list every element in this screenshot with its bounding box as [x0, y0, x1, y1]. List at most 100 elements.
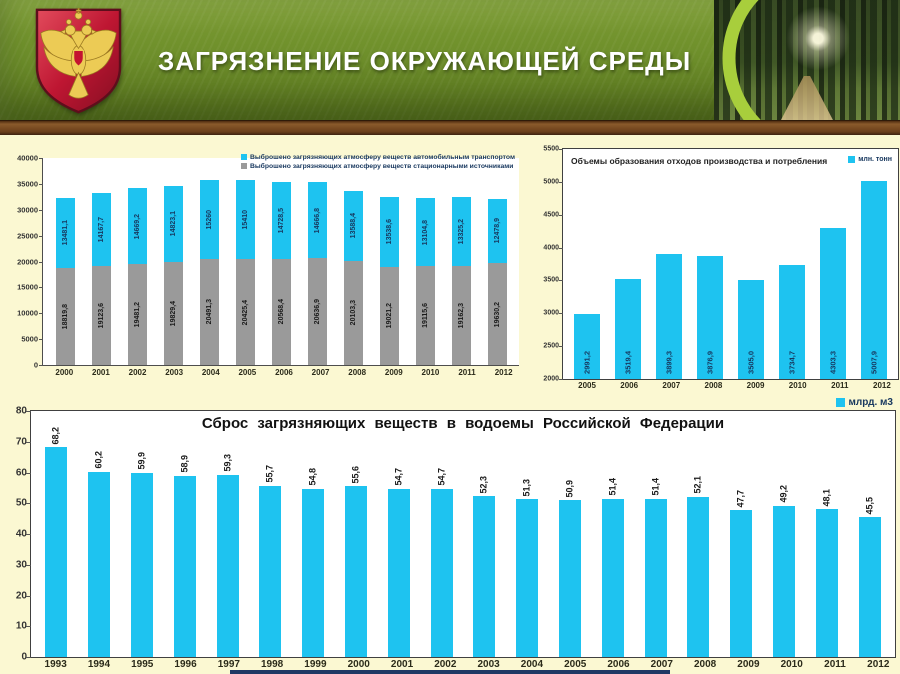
bar-segment: 14823,1: [163, 185, 183, 263]
bar-slot: 3505,0: [731, 149, 772, 379]
bar-segment: 20636,9: [307, 258, 327, 365]
bar-value-label: 48,1: [821, 488, 832, 507]
y-axis-label: 10000: [17, 308, 38, 318]
x-axis-label: 2011: [458, 368, 476, 377]
y-axis-tick: [39, 235, 43, 237]
bar-value-label: 50,9: [564, 479, 575, 498]
x-axis-label: 2010: [788, 381, 807, 390]
stacked-bar: 20103,3 13588,4: [343, 190, 363, 365]
x-axis-label: 2009: [737, 659, 760, 670]
y-axis-label: 80: [15, 405, 27, 417]
bar-segment: 19481,2: [127, 264, 147, 365]
bar-segment: 20491,3: [199, 258, 219, 365]
y-axis-tick: [26, 472, 31, 474]
bar: 55,7: [259, 465, 282, 657]
x-axis-label: 2011: [831, 381, 849, 390]
legend-label: Выброшено загрязняющих атмосферу веществ…: [249, 163, 514, 170]
y-axis-label: 5000: [543, 178, 559, 186]
x-axis-label: 2006: [620, 381, 639, 390]
y-axis-tick: [26, 441, 31, 443]
bar-value-label: 47,7: [735, 489, 746, 508]
bar-slot: 58,9: [163, 411, 206, 657]
x-axis-label: 2008: [704, 381, 723, 390]
bar-value-label: 14728,5: [277, 207, 285, 234]
bar-segment: 15410: [235, 179, 255, 260]
forest-path: [780, 76, 833, 120]
bar-slot: 45,5: [848, 411, 891, 657]
bar-slot: 51,3: [506, 411, 549, 657]
y-axis-tick: [39, 209, 43, 211]
stacked-bar: 19115,6 13104,8: [415, 198, 435, 365]
bar: 54,7: [387, 468, 410, 657]
x-axis-label: 2009: [746, 381, 765, 390]
bar-segment: 14669,2: [127, 188, 147, 265]
bar-segment: 20425,4: [235, 259, 255, 365]
bar: 52,1: [687, 476, 710, 657]
legend-label: млн. тонн: [858, 156, 892, 163]
bar-value-label: 19481,2: [133, 301, 141, 328]
y-axis-label: 70: [15, 436, 27, 448]
y-axis-label: 40000: [17, 153, 38, 163]
y-axis-tick: [559, 280, 563, 282]
legend-swatch-cyan-icon: [240, 154, 247, 160]
x-axis-label: 1995: [131, 659, 154, 670]
bar-value-label: 60,2: [93, 451, 104, 469]
bar-value-label: 13104,8: [421, 219, 429, 245]
bar-slot: 20425,4 15410: [227, 158, 263, 365]
x-axis-label: 2012: [873, 381, 891, 390]
y-axis-tick: [26, 503, 31, 505]
bar-value-label: 13538,6: [385, 218, 393, 245]
bar-slot: 50,9: [549, 411, 592, 657]
bar-slot: 19021,2 13538,6: [371, 158, 407, 365]
x-axis-label: 2010: [421, 368, 440, 377]
y-axis-label: 50: [15, 497, 27, 509]
bar-value-label: 19162,3: [457, 302, 465, 329]
bar-segment: 20103,3: [343, 260, 363, 365]
bar-value-label: 4303,3: [827, 351, 837, 374]
bar: 51,4: [601, 478, 624, 657]
bar-slot: 20568,4 14728,5: [263, 158, 299, 365]
bar-value-label: 20491,3: [205, 299, 213, 325]
bar-value-label: 49,2: [778, 485, 789, 503]
forest-photo: [714, 0, 900, 120]
bar-slot: 19162,3 13325,2: [443, 158, 479, 365]
bar: 3519,4: [615, 279, 642, 379]
bar: 58,9: [173, 455, 196, 657]
bar-slot: 4303,3: [812, 149, 853, 379]
bar: 59,3: [216, 454, 239, 657]
chart-water-title: Сброс загрязняющих веществ в водоемы Рос…: [201, 415, 725, 432]
y-axis-label: 10: [15, 620, 27, 632]
y-axis-label: 60: [15, 467, 27, 478]
x-axis-label: 2006: [607, 659, 630, 670]
bar: 51,4: [644, 478, 667, 657]
bar-value-label: 19630,2: [493, 301, 501, 327]
bar-slot: 68,2: [35, 411, 78, 657]
bar-slot: 47,7: [720, 411, 763, 657]
legend-item-auto-transport: Выброшено загрязняющих атмосферу веществ…: [240, 154, 515, 161]
bar-value-label: 3876,9: [705, 351, 715, 374]
y-axis-tick: [39, 339, 43, 341]
bar-value-label: 54,8: [307, 467, 318, 486]
x-axis-label: 2005: [578, 381, 596, 390]
x-axis-label: 1996: [174, 659, 197, 670]
x-axis-label: 2007: [311, 368, 330, 377]
y-axis-label: 5500: [543, 145, 559, 153]
stacked-bar: 19630,2 12478,9: [487, 198, 507, 365]
x-axis-label: 2008: [693, 659, 717, 670]
x-axis-label: 1998: [261, 659, 284, 670]
bar-value-label: 20425,4: [241, 299, 249, 325]
bar-slot: 59,3: [206, 411, 249, 657]
bar-value-label: 13588,4: [349, 213, 357, 239]
bar: 5007,9: [860, 181, 887, 379]
y-axis-label: 15000: [17, 282, 38, 292]
bar-value-label: 20636,9: [313, 298, 321, 325]
y-axis-label: 3000: [543, 309, 559, 317]
bar-value-label: 19829,4: [169, 301, 177, 327]
x-axis-label: 2000: [55, 368, 74, 377]
x-axis-label: 2007: [662, 381, 681, 390]
x-axis-label: 2003: [165, 368, 184, 377]
bar: 55,6: [344, 466, 367, 657]
bar-slot: 20491,3 15260: [191, 158, 227, 365]
bar-segment: 13481,1: [55, 197, 75, 268]
